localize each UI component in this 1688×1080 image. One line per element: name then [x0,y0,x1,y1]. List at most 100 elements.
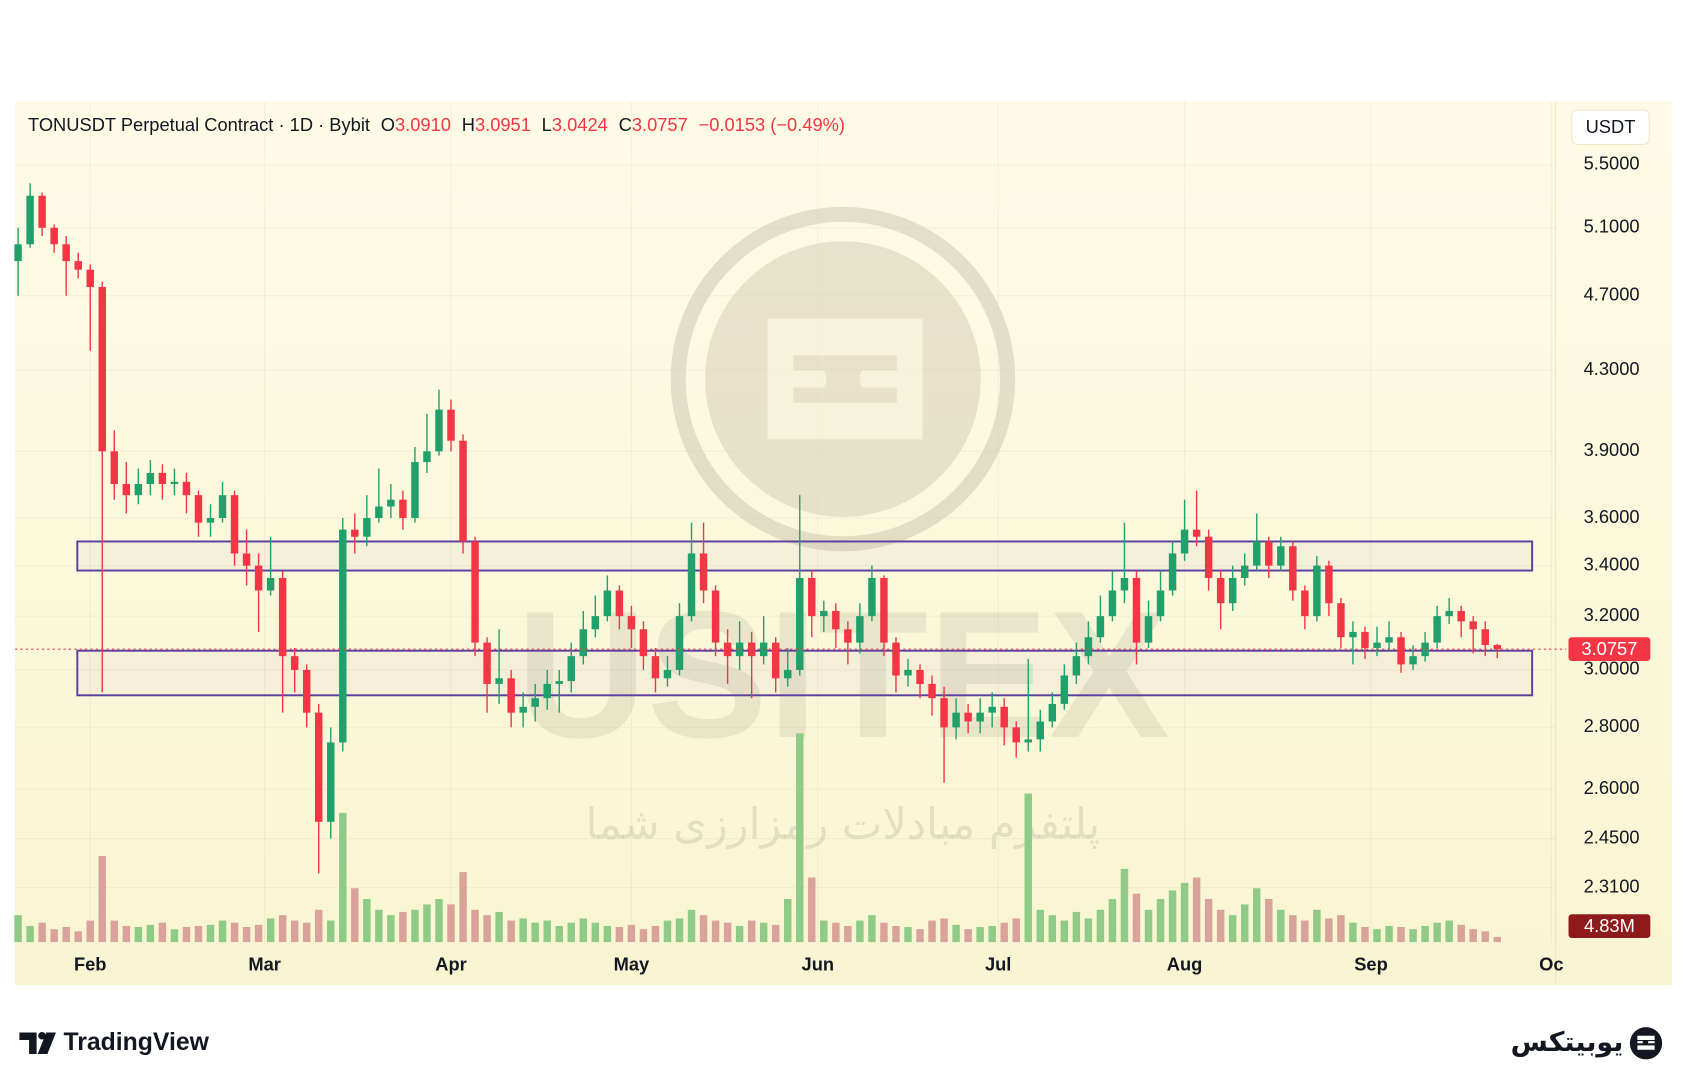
candle-body [579,629,588,657]
volume-bar [711,920,720,943]
volume-bar [784,899,792,943]
volume-bar [86,920,94,943]
volume-bar [1144,909,1153,943]
candle-body [808,577,816,617]
x-tick-label: Jun [802,954,835,975]
candle-body [1216,577,1225,604]
volume-bar [796,733,804,943]
candle-body [1012,727,1020,743]
currency-button[interactable] [1571,109,1650,145]
candle-body [471,541,479,643]
volume-bar [495,911,503,943]
candle-body [1265,541,1273,566]
candle-body [603,590,612,617]
candle-body [1421,642,1429,657]
volume-bar [771,924,780,943]
volume-bar [651,925,660,943]
volume-bar [134,927,143,943]
candle-body [1481,629,1489,646]
y-tick-label: 2.8000 [1584,715,1640,736]
volume-bar [1289,915,1297,943]
candle-body [363,518,371,537]
brand-logo [1629,1027,1663,1060]
y-tick-label: 2.6000 [1584,777,1640,798]
header-field-label: H [462,114,475,135]
volume-bar [699,915,708,943]
x-tick-label: Oc [1539,954,1563,975]
volume-bar [459,872,467,943]
chart-header: TONUSDT Perpetual Contract · 1D · Bybit O… [28,114,845,135]
y-tick-label: 3.9000 [1584,439,1640,460]
volume-bar [1000,922,1008,943]
candle-body [290,656,299,670]
candle-body [146,472,155,484]
volume-bar [302,922,311,943]
candle-body [1048,703,1057,722]
volume-bar [1168,890,1177,943]
candle-body [435,409,443,452]
volume-bar [327,920,335,943]
volume-bar [832,922,840,943]
candle-body [555,681,563,684]
candle-body [856,616,864,643]
candle-body [399,499,407,519]
currency-label[interactable]: USDT [1586,116,1636,137]
candle-body [1433,616,1441,643]
volume-bar [230,922,239,943]
tradingview-logo [19,1031,56,1055]
candle-body [1120,577,1129,591]
volume-bar [38,922,46,943]
y-tick-label: 3.4000 [1584,553,1640,574]
candle-body [74,261,82,270]
candle-body [820,610,828,617]
volume-bar [687,909,696,943]
volume-bar [639,929,648,943]
candle-body [1180,529,1189,554]
volume-bar [1132,893,1141,943]
header-change: −0.0153 (−0.49%) [699,114,845,135]
watermark-brand: USITEX [516,574,1169,776]
last-price-tag [1568,637,1651,661]
candle-body [1253,541,1261,566]
volume-bar [1493,936,1501,943]
volume-bar [615,927,624,943]
candle-body [567,656,575,682]
header-field-value: 3.0951 [475,114,531,135]
volume-bar [1397,927,1405,943]
volume-bar [206,924,215,943]
volume-bar [747,920,756,943]
volume-bar [543,920,551,943]
volume-bar [1048,915,1057,943]
candle-body [928,683,936,699]
volume-bar [50,929,58,943]
volume-bar [1240,904,1249,943]
volume-bar [447,904,455,943]
volume-bar [146,924,155,943]
candle-body [314,712,323,822]
candle-body [531,698,539,707]
candle-body [26,195,34,245]
volume-bar [868,915,876,943]
volume-bar [1180,882,1189,943]
volume-bar [1036,909,1045,943]
volume-bar [735,925,744,943]
volume-bar [627,924,636,943]
candle-body [711,590,720,643]
volume-bar [567,922,575,943]
candle-body [1096,616,1105,638]
volume-bar [844,925,852,943]
candle-body [916,669,924,684]
volume-bar [1385,925,1393,943]
candle-body [459,440,467,542]
volume-bar [218,920,227,943]
candle-body [976,712,984,722]
y-tick-label: 4.7000 [1584,284,1640,305]
volume-bar [1120,868,1129,943]
volume-bar [579,918,588,943]
candle-body [254,565,263,591]
candle-body [1000,706,1008,728]
volume-bar [916,929,924,943]
volume-bar [1012,918,1020,943]
